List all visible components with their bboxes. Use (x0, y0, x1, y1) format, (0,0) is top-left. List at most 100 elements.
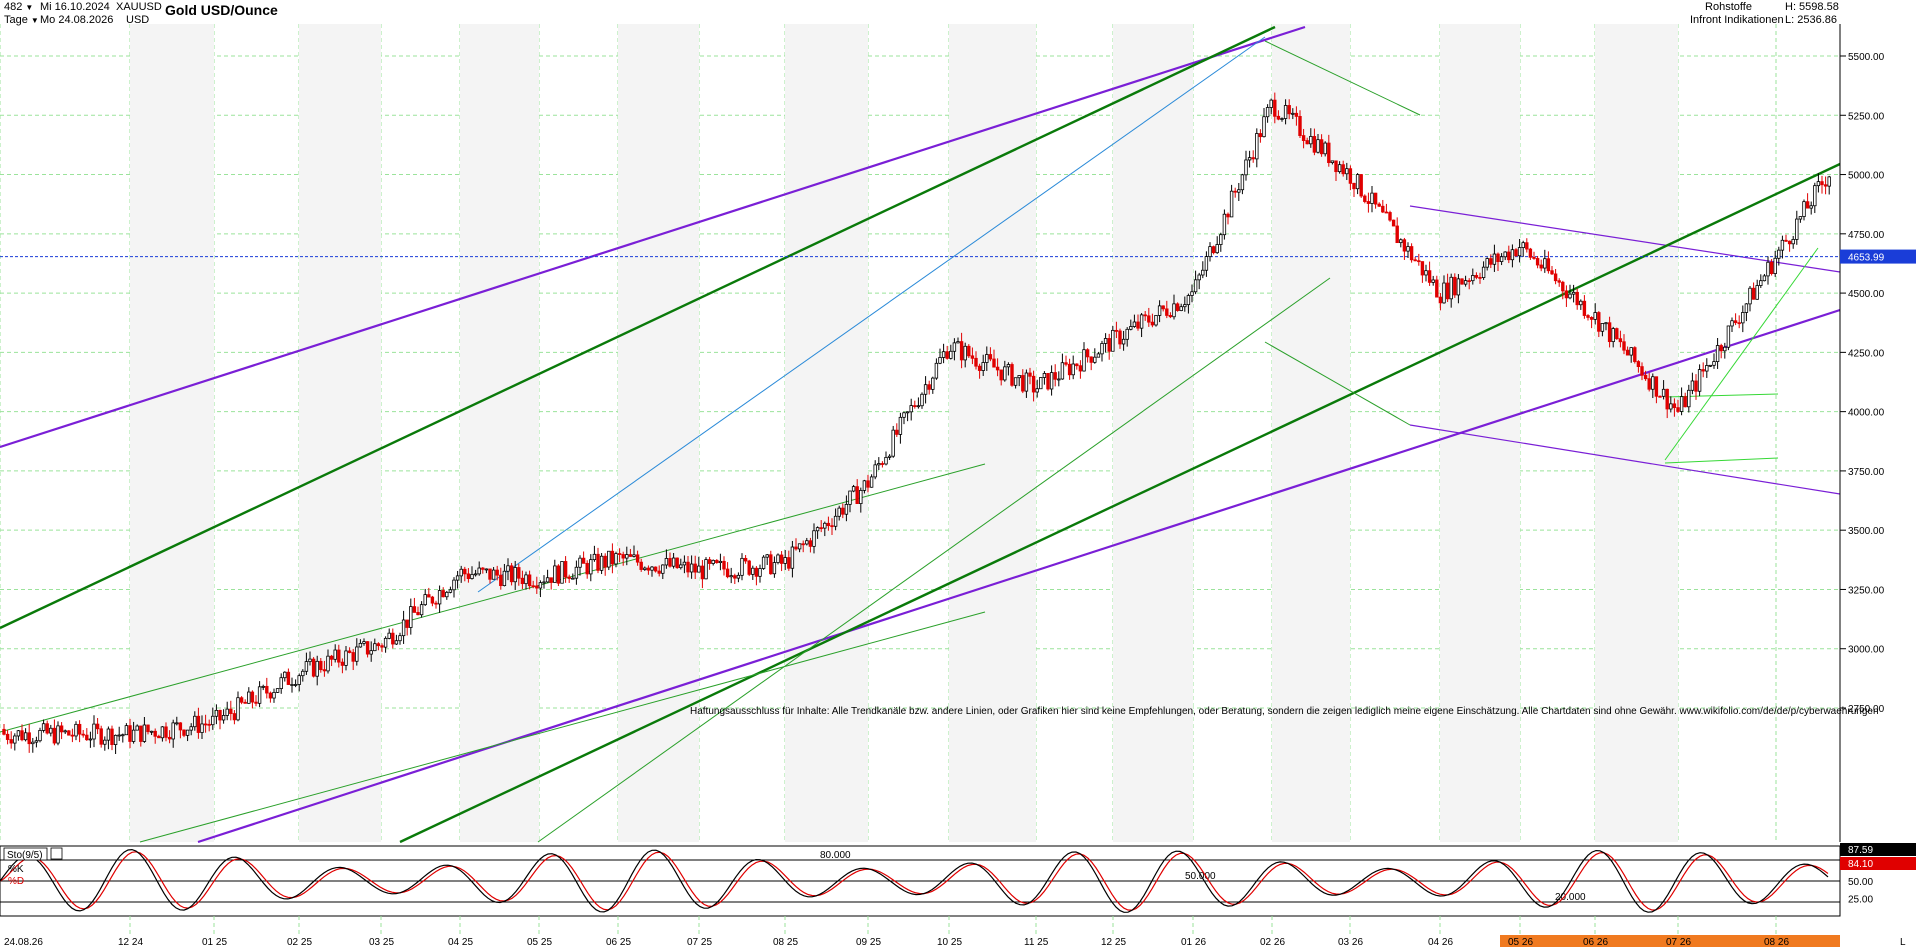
candle-body (344, 650, 348, 666)
candle-body (445, 591, 449, 598)
candle-body (1006, 364, 1011, 368)
candle-body (221, 715, 226, 721)
candle-body (963, 345, 967, 361)
candle-body (1345, 168, 1349, 175)
candle-body (729, 575, 733, 578)
candle-body (995, 366, 1000, 371)
stoch-k-line (0, 848, 1829, 913)
candle-body (563, 561, 568, 578)
id-code-selector[interactable]: 482 ▼ (4, 1, 34, 13)
candle-body (1334, 160, 1338, 173)
candle-body (380, 645, 384, 648)
candle-body (409, 606, 413, 628)
candle-body (1683, 396, 1687, 408)
candle-body (1197, 274, 1201, 281)
candle-body (196, 715, 201, 733)
timeframe-selector[interactable]: Tage ▼ (4, 14, 39, 26)
candle-body (59, 725, 64, 733)
candle-body (171, 722, 175, 740)
candle-body (938, 357, 942, 364)
candle-body (1298, 116, 1302, 136)
candle-body (664, 558, 669, 566)
stoch-title-box (3, 847, 48, 861)
candle-body (1355, 174, 1360, 190)
candle-body (279, 677, 283, 689)
time-label: 05 26 (1508, 937, 1533, 948)
candle-body (1633, 347, 1637, 362)
candle-body (1525, 242, 1529, 250)
candle-body (16, 730, 21, 737)
candle-body (1568, 293, 1572, 299)
candle-body (589, 559, 593, 575)
candle-body (927, 384, 931, 390)
trendline (139, 611, 986, 843)
candle-body (1067, 363, 1072, 376)
candle-body (977, 365, 982, 371)
candle-body (41, 723, 46, 731)
price-axis: 5500.00 5250.00 5000.00 4750.00 4500.00 4250.… (1839, 24, 1916, 842)
candle-body (1579, 300, 1583, 306)
candle-body (1780, 239, 1785, 251)
candle-body (639, 561, 643, 570)
candle-body (74, 723, 78, 737)
candle-body (1654, 376, 1659, 397)
candle-body (329, 655, 334, 660)
candle-body (1597, 312, 1601, 332)
candle-body (45, 723, 49, 734)
current-price-label: 4653.99 (1848, 253, 1885, 264)
candle-body (1435, 279, 1439, 298)
candle-body (988, 354, 993, 360)
candle-body (959, 341, 964, 361)
candle-body (1802, 201, 1806, 217)
time-label: 11 25 (1024, 937, 1049, 948)
time-axis: 24.08.26 12 24 01 25 02 25 03 25 04 25 05 25 06… (0, 916, 1906, 948)
stoch-k-value: 87.59 (1848, 845, 1873, 856)
candle-body (1697, 369, 1702, 392)
candle-body (261, 685, 265, 688)
trendline (0, 25, 1306, 449)
candle-body (1154, 315, 1158, 326)
candle-body (1107, 338, 1111, 352)
candle-body (275, 688, 280, 693)
candle-body (848, 490, 852, 505)
candle-body (77, 723, 82, 735)
candle-body (1078, 365, 1083, 372)
time-label: 01 26 (1181, 937, 1206, 948)
trendline (1264, 40, 1421, 116)
candle-body (603, 555, 607, 568)
candle-body (747, 560, 751, 575)
time-label: 09 25 (856, 937, 881, 948)
candle-body (265, 685, 269, 694)
candle-body (362, 641, 366, 644)
month-shade (1113, 24, 1193, 842)
candle-body (967, 345, 971, 357)
candle-body (1309, 136, 1313, 145)
candle-body (38, 730, 42, 742)
candle-body (776, 554, 780, 563)
date-range: Mi 16.10.2024 Mo 24.08.2026 (40, 1, 113, 27)
candle-body (459, 568, 463, 577)
candle-body (1528, 248, 1533, 258)
candle-body (139, 725, 143, 742)
candle-body (1658, 395, 1662, 398)
candle-body (1798, 216, 1803, 220)
candle-body (599, 555, 604, 571)
time-label: 06 25 (606, 937, 631, 948)
trendline (1664, 457, 1779, 464)
candle-body (805, 540, 809, 545)
candle-body (1643, 374, 1648, 380)
candle-body (1089, 356, 1093, 363)
date-from: Mi 16.10.2024 (40, 1, 110, 13)
candle-body (95, 723, 100, 730)
stoch-title: Sto(9/5) (7, 850, 43, 861)
time-label: 08 25 (773, 937, 798, 948)
candle-body (495, 569, 499, 576)
candle-body (103, 739, 107, 745)
candle-body (855, 486, 859, 504)
candle-body (473, 573, 478, 576)
candle-body (88, 738, 93, 741)
candle-body (398, 635, 402, 642)
candle-body (423, 594, 427, 606)
candle-body (1730, 320, 1734, 327)
candle-body (1751, 287, 1756, 300)
